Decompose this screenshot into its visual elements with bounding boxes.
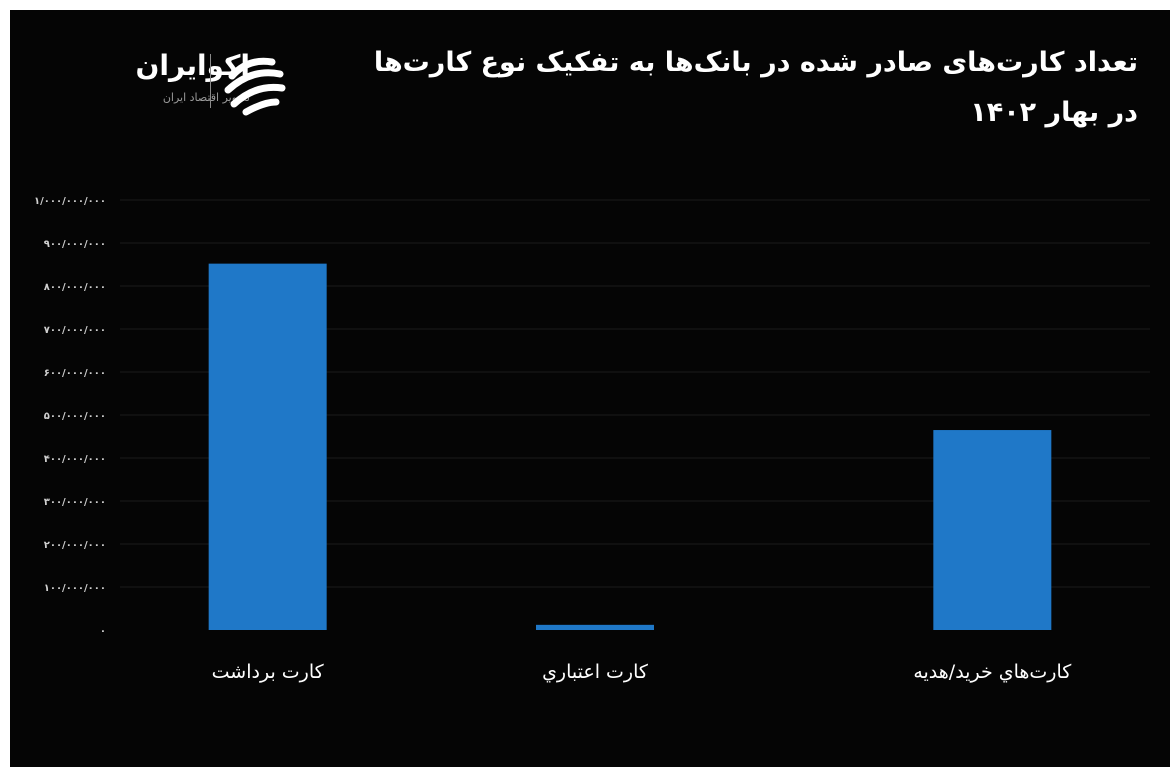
logo-tagline: تصویر اقتصاد ایران: [162, 91, 250, 104]
y-tick-label: ۲۰۰/۰۰۰/۰۰۰: [44, 540, 106, 551]
y-tick-label: ۱/۰۰۰/۰۰۰/۰۰۰: [34, 196, 106, 207]
y-tick-label: ۰: [100, 626, 106, 637]
y-tick-label: ۴۰۰/۰۰۰/۰۰۰: [44, 454, 106, 465]
x-tick-label: کارت اعتباري: [542, 661, 649, 683]
chart-title: تعداد کارت‌های صادر شده در بانک‌ها به تف…: [373, 47, 1138, 128]
y-tick-label: ۳۰۰/۰۰۰/۰۰۰: [44, 497, 106, 508]
logo-divider: [210, 54, 211, 108]
y-tick-label: ۵۰۰/۰۰۰/۰۰۰: [44, 411, 106, 422]
bar-chart: ۰ ۱۰۰/۰۰۰/۰۰۰ ۲۰۰/۰۰۰/۰۰۰ ۳۰۰/۰۰۰/۰۰۰ ۴۰۰/۰۰…: [34, 196, 1150, 683]
y-tick-label: ۹۰۰/۰۰۰/۰۰۰: [44, 239, 106, 250]
chart-frame: تعداد کارت‌های صادر شده در بانک‌ها به تف…: [10, 10, 1170, 767]
y-tick-label: ۸۰۰/۰۰۰/۰۰۰: [44, 282, 106, 293]
y-tick-label: ۱۰۰/۰۰۰/۰۰۰: [44, 583, 106, 594]
logo: اکوایران تصویر اقتصاد ایران: [50, 44, 300, 124]
bar: [536, 624, 654, 630]
y-tick-label: ۶۰۰/۰۰۰/۰۰۰: [44, 368, 106, 379]
x-tick-label: کارت برداشت: [212, 661, 325, 683]
bar: [208, 263, 327, 630]
x-tick-label: کارت‌هاي خريد/هديه: [913, 661, 1072, 683]
bar: [933, 430, 1052, 630]
y-tick-label: ۷۰۰/۰۰۰/۰۰۰: [44, 325, 106, 336]
ecoiran-logo-icon: [224, 57, 286, 116]
